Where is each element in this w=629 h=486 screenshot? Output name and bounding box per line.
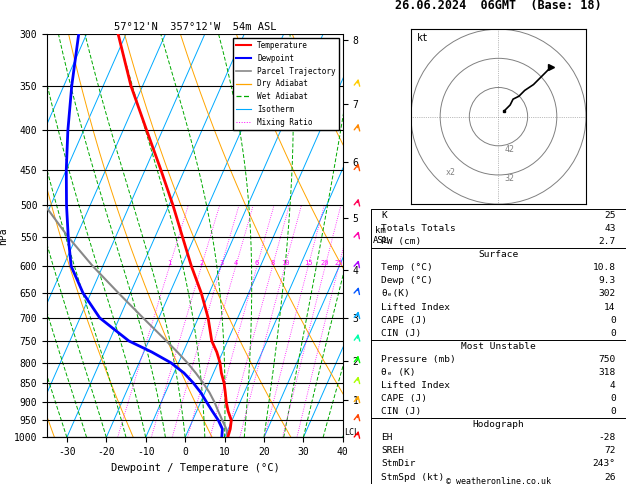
Text: θₑ (K): θₑ (K) bbox=[381, 368, 416, 377]
Text: Totals Totals: Totals Totals bbox=[381, 224, 456, 233]
Text: CAPE (J): CAPE (J) bbox=[381, 394, 427, 403]
Text: -28: -28 bbox=[598, 434, 616, 442]
X-axis label: Dewpoint / Temperature (°C): Dewpoint / Temperature (°C) bbox=[111, 463, 279, 473]
Text: x2: x2 bbox=[446, 168, 456, 177]
Text: 0: 0 bbox=[610, 394, 616, 403]
Text: 318: 318 bbox=[598, 368, 616, 377]
Text: 10.8: 10.8 bbox=[593, 263, 616, 272]
Text: 302: 302 bbox=[598, 290, 616, 298]
Text: Lifted Index: Lifted Index bbox=[381, 381, 450, 390]
Text: © weatheronline.co.uk: © weatheronline.co.uk bbox=[446, 477, 551, 486]
Text: 26.06.2024  06GMT  (Base: 18): 26.06.2024 06GMT (Base: 18) bbox=[395, 0, 602, 12]
Text: 0: 0 bbox=[610, 315, 616, 325]
Text: PW (cm): PW (cm) bbox=[381, 237, 421, 246]
Text: StmSpd (kt): StmSpd (kt) bbox=[381, 472, 445, 482]
Text: 750: 750 bbox=[598, 355, 616, 364]
Text: 0: 0 bbox=[610, 329, 616, 338]
Text: 6: 6 bbox=[255, 260, 259, 266]
Text: 2.7: 2.7 bbox=[598, 237, 616, 246]
Text: 25: 25 bbox=[604, 211, 616, 220]
Text: 43: 43 bbox=[604, 224, 616, 233]
Text: 25: 25 bbox=[335, 260, 343, 266]
Text: θₑ(K): θₑ(K) bbox=[381, 290, 410, 298]
Text: 4: 4 bbox=[233, 260, 238, 266]
Text: 1: 1 bbox=[167, 260, 172, 266]
Y-axis label: hPa: hPa bbox=[0, 227, 8, 244]
Text: Temp (°C): Temp (°C) bbox=[381, 263, 433, 272]
Text: 9.3: 9.3 bbox=[598, 277, 616, 285]
Text: 2: 2 bbox=[199, 260, 204, 266]
Text: LCL: LCL bbox=[344, 428, 359, 437]
Title: 57°12'N  357°12'W  54m ASL: 57°12'N 357°12'W 54m ASL bbox=[114, 22, 276, 32]
Text: Dewp (°C): Dewp (°C) bbox=[381, 277, 433, 285]
Text: Lifted Index: Lifted Index bbox=[381, 303, 450, 312]
Text: CIN (J): CIN (J) bbox=[381, 407, 421, 416]
Text: 4: 4 bbox=[610, 381, 616, 390]
Text: 243°: 243° bbox=[593, 459, 616, 469]
Text: Hodograph: Hodograph bbox=[472, 420, 525, 429]
Text: 20: 20 bbox=[321, 260, 330, 266]
Text: 72: 72 bbox=[604, 446, 616, 455]
Legend: Temperature, Dewpoint, Parcel Trajectory, Dry Adiabat, Wet Adiabat, Isotherm, Mi: Temperature, Dewpoint, Parcel Trajectory… bbox=[233, 38, 339, 130]
Text: K: K bbox=[381, 211, 387, 220]
Text: CIN (J): CIN (J) bbox=[381, 329, 421, 338]
Text: kt: kt bbox=[417, 33, 428, 43]
Y-axis label: km
ASL: km ASL bbox=[372, 226, 389, 245]
Text: 14: 14 bbox=[604, 303, 616, 312]
Text: EH: EH bbox=[381, 434, 392, 442]
Text: CAPE (J): CAPE (J) bbox=[381, 315, 427, 325]
Text: 8: 8 bbox=[270, 260, 275, 266]
Text: Surface: Surface bbox=[479, 250, 518, 259]
Text: 26: 26 bbox=[604, 472, 616, 482]
Text: StmDir: StmDir bbox=[381, 459, 416, 469]
Text: 0: 0 bbox=[610, 407, 616, 416]
Text: 15: 15 bbox=[304, 260, 313, 266]
Text: Pressure (mb): Pressure (mb) bbox=[381, 355, 456, 364]
Text: 10: 10 bbox=[281, 260, 289, 266]
Text: 3: 3 bbox=[219, 260, 223, 266]
Text: 32: 32 bbox=[504, 174, 515, 183]
Text: Most Unstable: Most Unstable bbox=[461, 342, 536, 351]
Text: 42: 42 bbox=[504, 145, 515, 154]
Text: SREH: SREH bbox=[381, 446, 404, 455]
